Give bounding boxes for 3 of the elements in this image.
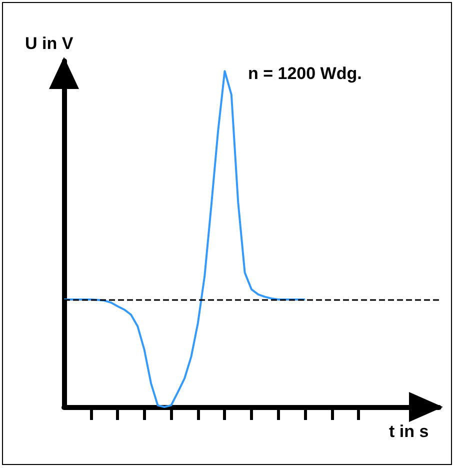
x-axis-title: t in s <box>389 422 429 441</box>
y-axis-title: U in V <box>25 34 74 53</box>
annotation: n = 1200 Wdg. <box>248 64 362 83</box>
